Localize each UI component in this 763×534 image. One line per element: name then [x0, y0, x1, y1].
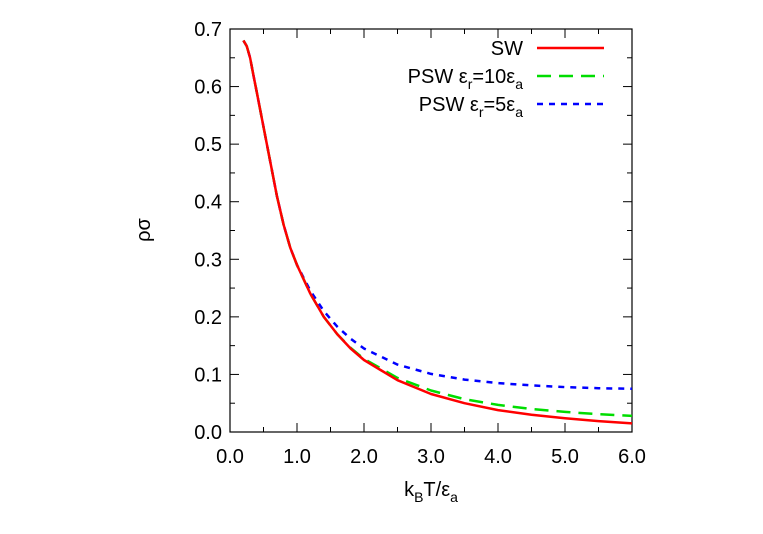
legend-label-main: PSW ε [408, 66, 468, 88]
x-tick-label: 4.0 [484, 446, 512, 468]
y-tick-label: 0.2 [194, 307, 222, 329]
x-axis-title: kBT/εa [404, 479, 458, 505]
series-lines [242, 39, 633, 425]
legend-label-2: PSW εr=5εa [419, 94, 523, 120]
y-axis-title: ρσ [133, 217, 155, 241]
legend-label-0: SW [491, 38, 523, 60]
x-axis-title-mid: T/ε [423, 479, 450, 501]
legend-subscript: r [479, 104, 484, 120]
x-tick-label: 6.0 [618, 446, 646, 468]
y-tick-label: 0.7 [194, 19, 222, 41]
plot-border [229, 28, 633, 433]
series-line-2 [242, 39, 633, 391]
x-axis-title-sub2: a [450, 489, 458, 505]
legend-subscript: r [468, 76, 473, 92]
legend-subscript: a [515, 104, 523, 120]
legend-subscript: a [515, 76, 523, 92]
legend-label-main: SW [491, 38, 523, 60]
legend-label-main: PSW ε [419, 94, 479, 116]
x-tick-label: 1.0 [283, 446, 311, 468]
x-tick-label: 2.0 [350, 446, 378, 468]
x-tick-label: 0.0 [216, 446, 244, 468]
legend-text-part: =10ε [472, 66, 515, 88]
x-tick-label: 3.0 [417, 446, 445, 468]
x-axis-title-sub1: B [414, 489, 423, 505]
y-tick-label: 0.5 [194, 134, 222, 156]
plot-frame [229, 28, 633, 433]
axis-ticks [229, 28, 633, 433]
y-tick-label: 0.3 [194, 249, 222, 271]
legend-label-1: PSW εr=10εa [408, 66, 524, 92]
series-line-0 [242, 39, 633, 425]
y-tick-label: 0.4 [194, 192, 222, 214]
y-tick-labels: 0.0 0.1 0.2 0.3 0.4 0.5 0.6 0.7 [194, 19, 222, 444]
y-tick-label: 0.6 [194, 77, 222, 99]
y-tick-label: 0.1 [194, 364, 222, 386]
x-tick-label: 5.0 [551, 446, 579, 468]
x-tick-labels: 0.0 1.0 2.0 3.0 4.0 5.0 6.0 [216, 446, 646, 468]
y-tick-label: 0.0 [194, 422, 222, 444]
x-axis-title-base: k [404, 479, 415, 501]
legend-text-part: =5ε [483, 94, 515, 116]
